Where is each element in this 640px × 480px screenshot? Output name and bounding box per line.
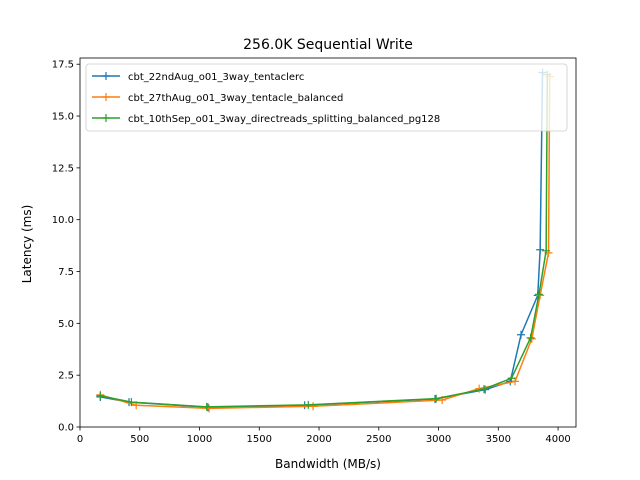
y-tick-label: 17.5 [52,60,74,71]
y-tick-label: 5.0 [58,319,74,330]
x-axis-label: Bandwidth (MB/s) [275,457,381,471]
y-tick-label: 2.5 [58,371,74,382]
y-tick-label: 0.0 [58,423,74,434]
x-tick-label: 1500 [247,434,272,445]
x-tick-label: 0 [77,434,83,445]
y-tick-label: 10.0 [52,215,74,226]
x-tick-label: 3500 [486,434,511,445]
x-tick-label: 2000 [306,434,331,445]
legend-label: cbt_27thAug_o01_3way_tentacle_balanced [128,93,343,104]
legend-item: cbt_10thSep_o01_3way_directreads_splitti… [92,114,440,125]
x-tick-label: 3000 [426,434,451,445]
legend-label: cbt_22ndAug_o01_3way_tentaclerc [128,72,304,83]
x-tick-label: 500 [130,434,149,445]
legend: cbt_22ndAug_o01_3way_tentaclerc cbt_27thA… [86,64,567,131]
chart-title: 256.0K Sequential Write [243,37,413,53]
y-tick-label: 15.0 [52,112,74,123]
y-tick-label: 12.5 [52,163,74,174]
legend-label: cbt_10thSep_o01_3way_directreads_splitti… [128,114,440,125]
x-tick-label: 1000 [187,434,212,445]
x-tick-label: 2500 [366,434,391,445]
legend-item: cbt_27thAug_o01_3way_tentacle_balanced [92,93,343,104]
y-tick-label: 7.5 [58,267,74,278]
y-axis-label: Latency (ms) [20,205,34,284]
x-tick-label: 4000 [545,434,570,445]
